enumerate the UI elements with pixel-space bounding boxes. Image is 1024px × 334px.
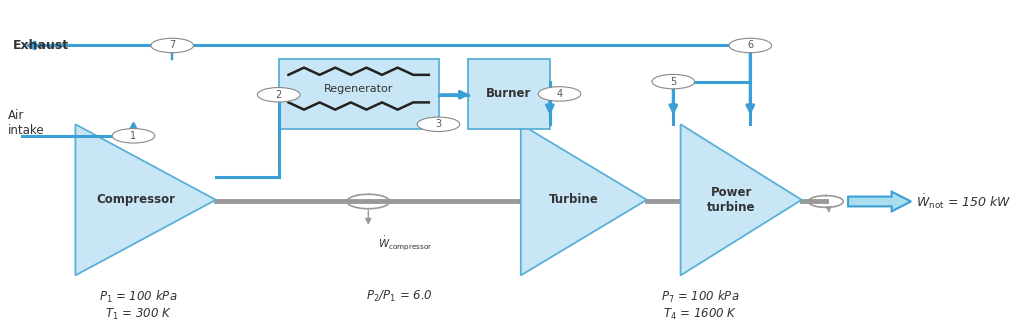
Text: 1: 1 — [130, 131, 136, 141]
Text: $\dot{W}_{\rm not}$ = 150 kW: $\dot{W}_{\rm not}$ = 150 kW — [915, 192, 1012, 211]
Text: 6: 6 — [748, 40, 754, 50]
Circle shape — [729, 38, 772, 53]
Text: $P_7$ = 100 kPa
$T_4$ = 1600 K: $P_7$ = 100 kPa $T_4$ = 1600 K — [660, 289, 739, 322]
FancyBboxPatch shape — [468, 58, 550, 129]
Circle shape — [539, 87, 581, 101]
Text: Exhaust: Exhaust — [12, 39, 69, 52]
Circle shape — [113, 129, 155, 143]
Polygon shape — [848, 192, 911, 211]
Circle shape — [417, 117, 460, 132]
Text: 2: 2 — [275, 90, 282, 100]
Text: Turbine: Turbine — [549, 193, 599, 206]
Circle shape — [151, 38, 194, 53]
Text: $P_2$/$P_1$ = 6.0: $P_2$/$P_1$ = 6.0 — [367, 289, 433, 304]
Polygon shape — [521, 124, 647, 276]
Text: 4: 4 — [556, 89, 562, 99]
Text: Air
intake: Air intake — [7, 109, 44, 137]
Polygon shape — [681, 124, 802, 276]
Text: Burner: Burner — [486, 88, 531, 101]
Text: Power
turbine: Power turbine — [708, 186, 756, 214]
Text: $\dot{W}_{\rm compressor}$: $\dot{W}_{\rm compressor}$ — [378, 234, 433, 252]
Circle shape — [257, 88, 300, 102]
Text: 7: 7 — [169, 40, 175, 50]
Polygon shape — [76, 124, 216, 276]
Text: 5: 5 — [670, 76, 677, 87]
FancyBboxPatch shape — [279, 58, 438, 129]
Text: Regenerator: Regenerator — [324, 84, 393, 94]
Text: 3: 3 — [435, 119, 441, 129]
Text: $P_1$ = 100 kPa
$T_1$ = 300 K: $P_1$ = 100 kPa $T_1$ = 300 K — [99, 289, 177, 322]
Text: Compressor: Compressor — [96, 193, 175, 206]
Circle shape — [652, 74, 694, 89]
